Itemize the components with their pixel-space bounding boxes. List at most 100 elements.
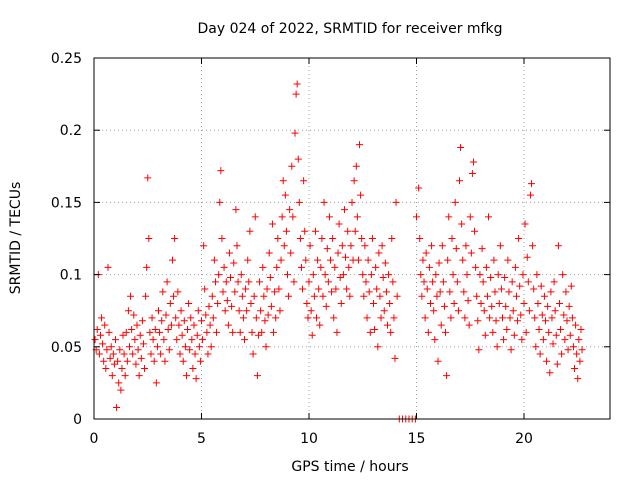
data-point — [232, 206, 240, 214]
data-point — [485, 213, 493, 221]
data-point — [163, 278, 171, 286]
data-point — [422, 249, 430, 257]
data-point — [247, 299, 255, 307]
data-point — [280, 242, 288, 250]
data-point — [368, 235, 376, 242]
data-point — [299, 285, 307, 293]
data-point — [464, 297, 472, 305]
data-point — [239, 314, 247, 322]
data-point — [323, 245, 331, 253]
data-point — [208, 292, 216, 300]
data-point — [342, 253, 350, 261]
data-point — [489, 328, 497, 336]
data-point — [558, 350, 566, 358]
data-point — [490, 256, 498, 264]
data-point — [293, 80, 301, 88]
data-point — [118, 364, 126, 372]
data-point — [114, 357, 122, 365]
data-point — [546, 369, 554, 377]
data-point — [391, 354, 399, 362]
data-point — [262, 343, 270, 351]
data-point — [499, 314, 506, 322]
data-point — [337, 299, 345, 307]
data-point — [134, 346, 142, 354]
data-point — [447, 314, 455, 322]
data-point — [166, 299, 174, 307]
data-point — [288, 162, 296, 170]
data-point — [561, 336, 569, 344]
data-point — [450, 299, 458, 307]
data-point — [564, 346, 572, 354]
data-point — [343, 285, 351, 293]
data-point — [445, 213, 453, 221]
data-point — [260, 292, 268, 300]
data-point — [520, 299, 528, 307]
data-point — [121, 372, 129, 380]
y-tick-label: 0.1 — [60, 268, 82, 284]
data-point — [416, 235, 424, 242]
data-point — [444, 256, 452, 264]
data-point — [387, 328, 395, 336]
data-point — [193, 331, 201, 339]
data-point — [365, 288, 373, 296]
data-point — [250, 292, 258, 300]
data-point — [540, 292, 548, 300]
data-point — [429, 278, 437, 286]
data-point — [109, 350, 117, 358]
data-point — [162, 311, 170, 319]
data-point — [327, 256, 334, 264]
data-point — [230, 259, 238, 267]
data-point — [277, 256, 285, 264]
x-tick-label: 20 — [515, 431, 533, 447]
data-point — [442, 328, 450, 336]
data-point — [194, 307, 202, 315]
chart-title: Day 024 of 2022, SRMTID for receiver mfk… — [198, 21, 503, 37]
data-point — [316, 321, 324, 329]
data-point — [478, 245, 486, 253]
data-point — [99, 340, 107, 348]
data-point — [131, 336, 139, 344]
data-point — [139, 340, 147, 348]
data-point — [211, 278, 219, 286]
data-point — [107, 343, 115, 351]
data-point — [117, 386, 125, 394]
data-point — [307, 307, 315, 315]
data-point — [471, 227, 479, 235]
data-point — [529, 242, 537, 250]
data-point — [210, 256, 218, 264]
data-point — [136, 331, 144, 339]
data-point — [144, 174, 152, 182]
data-point — [528, 180, 536, 188]
data-point — [388, 235, 396, 242]
data-point — [151, 325, 159, 333]
data-point — [389, 278, 397, 286]
data-point — [231, 288, 239, 296]
data-point — [515, 235, 523, 242]
data-point — [476, 271, 484, 279]
data-point — [332, 285, 340, 293]
data-point — [119, 331, 127, 339]
data-point — [346, 292, 354, 300]
data-point — [460, 288, 468, 296]
data-point — [420, 278, 428, 286]
data-point — [334, 249, 342, 257]
data-point — [457, 144, 465, 152]
data-point — [222, 278, 230, 286]
data-point — [249, 350, 257, 358]
data-point — [176, 350, 184, 358]
data-point — [310, 292, 318, 300]
data-point — [437, 321, 445, 329]
data-point — [514, 317, 522, 325]
data-point — [491, 288, 499, 296]
data-point — [189, 364, 197, 372]
data-point — [329, 235, 337, 242]
data-point — [566, 331, 574, 339]
data-point — [116, 346, 124, 354]
data-point — [186, 346, 194, 354]
data-point — [532, 343, 540, 351]
data-point — [559, 271, 567, 279]
data-point — [101, 321, 109, 329]
data-point — [320, 198, 328, 206]
data-point — [483, 292, 491, 300]
